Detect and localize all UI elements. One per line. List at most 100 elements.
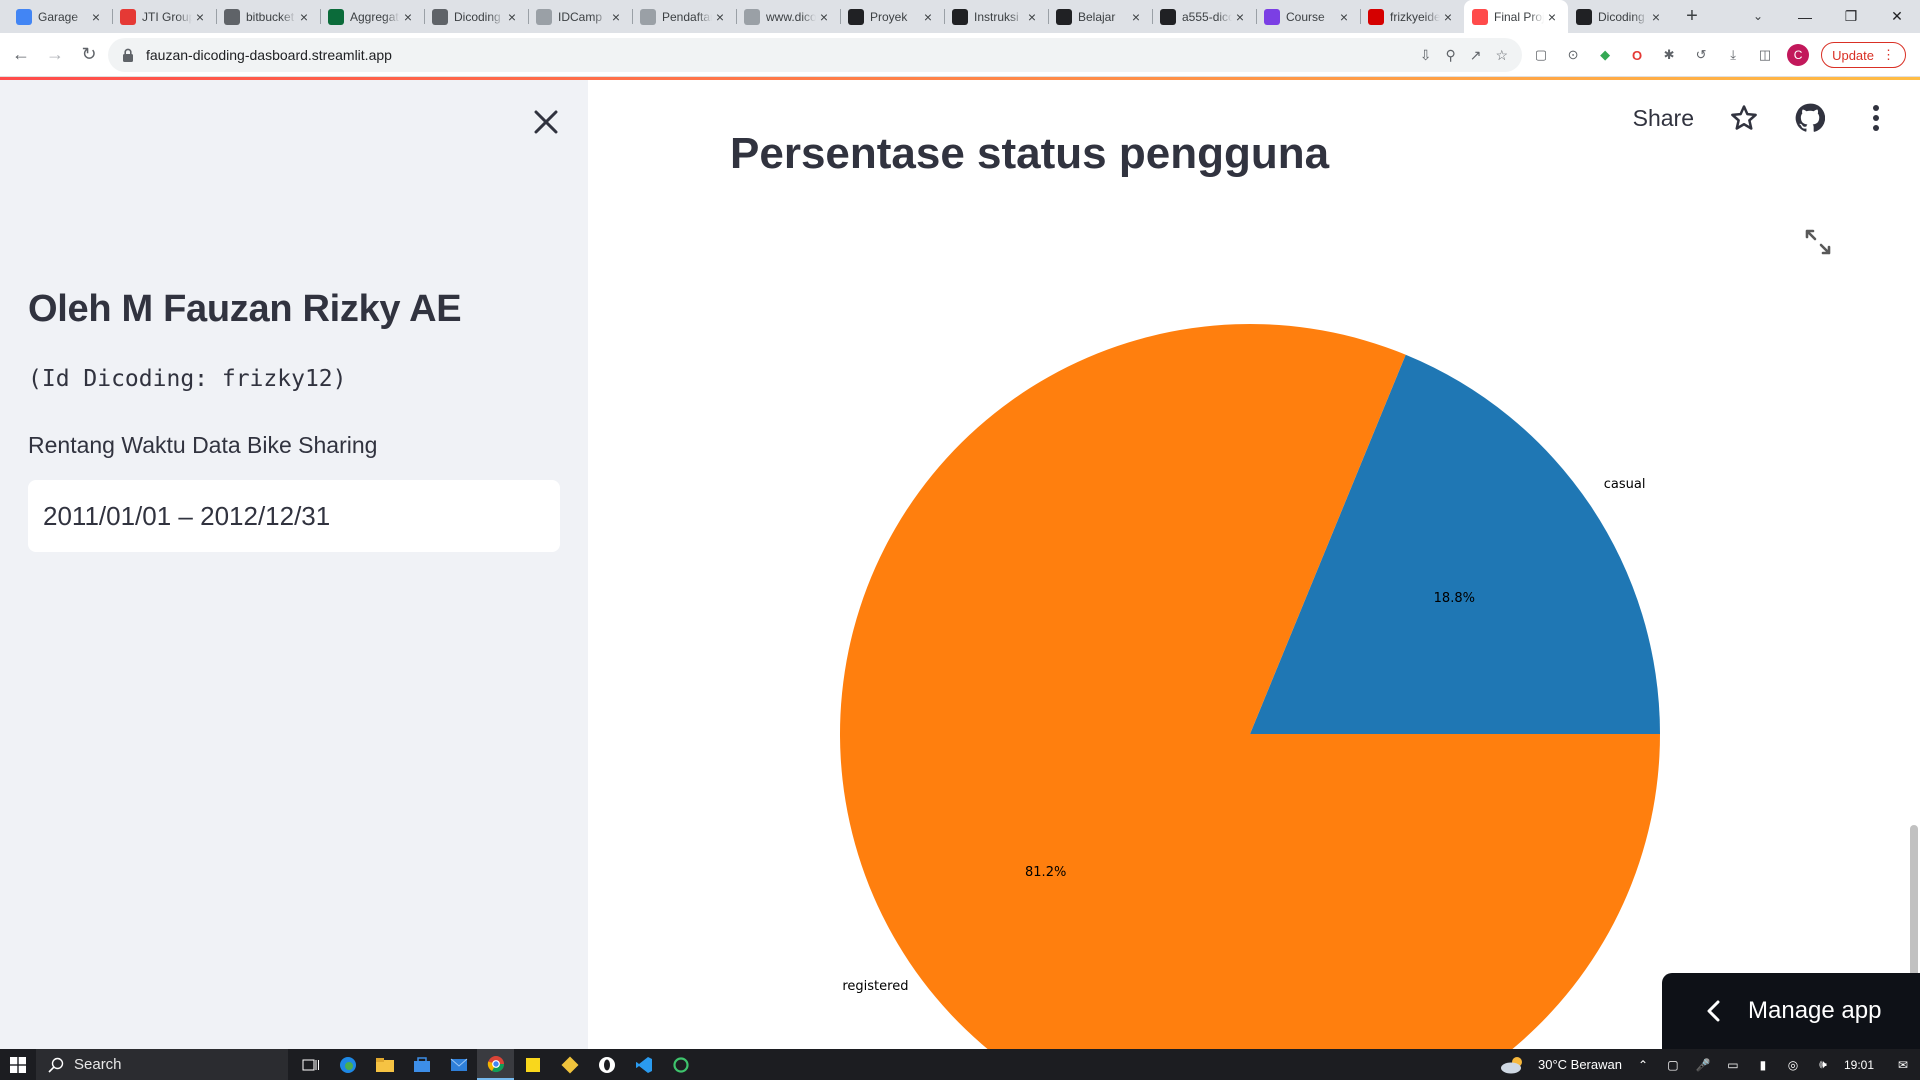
tray-app-icon[interactable]: ▢	[1667, 1057, 1679, 1072]
tab-close-icon[interactable]: ×	[923, 8, 933, 25]
volume-icon[interactable]: 🕪	[1819, 1057, 1827, 1071]
tab-close-icon[interactable]: ×	[195, 8, 205, 25]
tab[interactable]: IDCamp ×	[528, 0, 632, 33]
tab-title: Instruksi	[974, 9, 1019, 24]
tab[interactable]: Proyek ×	[840, 0, 944, 33]
tab-active[interactable]: Final Project×	[1464, 0, 1568, 33]
tab-close-icon[interactable]: ×	[1651, 8, 1661, 25]
update-button[interactable]: Update ⋮	[1821, 42, 1906, 68]
tab-close-icon[interactable]: ×	[819, 8, 829, 25]
reload-button[interactable]: ↻	[81, 44, 97, 64]
file-explorer-icon[interactable]	[366, 1049, 403, 1080]
weather-cloud-icon[interactable]	[1500, 1056, 1526, 1074]
notifications-icon[interactable]: ✉	[1897, 1057, 1909, 1072]
minimize-button[interactable]: —	[1798, 8, 1812, 25]
edge-icon[interactable]	[329, 1049, 366, 1080]
battery-icon[interactable]: ▮	[1759, 1057, 1767, 1072]
chrome-taskbar-icon[interactable]	[477, 1049, 514, 1080]
task-view-icon[interactable]	[292, 1049, 329, 1080]
tab-title: Garage	[38, 9, 79, 24]
page-scrollbar[interactable]	[1910, 80, 1920, 1049]
puzzle-extensions-icon[interactable]: ✱	[1663, 47, 1675, 62]
scrollbar-thumb[interactable]	[1910, 825, 1918, 1020]
chevron-up-icon[interactable]: ⌃	[1637, 1057, 1648, 1072]
share-button[interactable]: Share	[1632, 104, 1694, 131]
tab[interactable]: frizkyeiden×	[1360, 0, 1464, 33]
tab-close-icon[interactable]: ×	[507, 8, 517, 25]
tab[interactable]: Instruksi ×	[944, 0, 1048, 33]
fullscreen-icon[interactable]	[1804, 228, 1832, 256]
zoom-icon[interactable]: ⚲	[1445, 46, 1456, 63]
tab[interactable]: bitbucket ×	[216, 0, 320, 33]
tab-close-icon[interactable]: ×	[299, 8, 309, 25]
github-icon[interactable]	[1794, 102, 1826, 134]
windows-start-button[interactable]	[0, 1049, 36, 1080]
tab-title: a555-dicoding	[1182, 9, 1232, 24]
system-tray: 30°C Berawan ⌃ ▢ 🎤 ▭ ▮ ◎ 🕪 19:01 ✉	[1500, 1049, 1920, 1080]
tab[interactable]: Pendaftaran×	[632, 0, 736, 33]
tab-close-icon[interactable]: ×	[611, 8, 621, 25]
store-icon[interactable]	[403, 1049, 440, 1080]
back-button[interactable]: ←	[12, 44, 30, 64]
opera-taskbar-icon[interactable]	[588, 1049, 625, 1080]
windows-taskbar: Search 30°C Berawan ⌃ ▢ 🎤 ▭ ▮ ◎ 🕪 19:01 …	[0, 1049, 1920, 1080]
microphone-icon[interactable]: 🎤	[1695, 1057, 1711, 1072]
share-page-icon[interactable]: ↗	[1469, 46, 1482, 63]
tab-close-icon[interactable]: ×	[1027, 8, 1037, 25]
tab[interactable]: Dicoding ×	[424, 0, 528, 33]
main-menu-icon[interactable]	[1860, 102, 1892, 134]
address-bar[interactable]: fauzan-dicoding-dasboard.streamlit.app ⇩…	[108, 38, 1522, 72]
star-icon[interactable]	[1728, 102, 1760, 134]
mail-icon[interactable]	[440, 1049, 477, 1080]
tab[interactable]: Course ×	[1256, 0, 1360, 33]
extension-icon[interactable]: ▢	[1534, 47, 1548, 62]
tab[interactable]: Aggregate ×	[320, 0, 424, 33]
tab[interactable]: Dicoding ×	[1568, 0, 1672, 33]
close-window-button[interactable]: ✕	[1891, 8, 1903, 24]
tab-close-icon[interactable]: ×	[403, 8, 413, 25]
extension-icon[interactable]: ⊙	[1567, 47, 1579, 62]
opera-extension-icon[interactable]: O	[1632, 47, 1643, 63]
wifi-icon[interactable]: ◎	[1787, 1057, 1799, 1072]
date-range-input[interactable]: 2011/01/01 – 2012/12/31	[28, 480, 560, 552]
tab-list: Garage × JTI Group × bitbucket × Aggregate × Dic…	[0, 0, 1706, 33]
side-panel-icon[interactable]: ◫	[1758, 47, 1772, 62]
taskbar-search-box[interactable]: Search	[36, 1049, 288, 1080]
display-icon[interactable]: ▭	[1727, 1057, 1739, 1072]
tab[interactable]: Garage ×	[8, 0, 112, 33]
tab-search-chevron-icon[interactable]: ⌄	[1752, 9, 1764, 23]
tab-close-icon[interactable]: ×	[1547, 8, 1557, 25]
vscode-icon[interactable]	[625, 1049, 662, 1080]
tab-title: JTI Group	[142, 9, 192, 24]
forward-button[interactable]: →	[46, 44, 64, 64]
git-icon[interactable]	[551, 1049, 588, 1080]
tab-close-icon[interactable]: ×	[1235, 8, 1245, 25]
clock-time[interactable]: 19:01	[1843, 1057, 1874, 1072]
tab-close-icon[interactable]: ×	[1443, 8, 1453, 25]
sticky-notes-icon[interactable]	[514, 1049, 551, 1080]
address-bar-actions: ⇩ ⚲ ↗ ☆	[1420, 38, 1508, 72]
downloads-icon[interactable]: ⤓	[1730, 47, 1736, 62]
new-tab-button[interactable]: +	[1686, 5, 1698, 27]
tab-close-icon[interactable]: ×	[1339, 8, 1349, 25]
restore-button[interactable]: ❐	[1844, 8, 1858, 24]
profile-avatar[interactable]: C	[1787, 44, 1810, 66]
install-app-icon[interactable]: ⇩	[1419, 46, 1432, 63]
manage-app-button[interactable]: Manage app	[1662, 973, 1920, 1049]
app-icon[interactable]	[662, 1049, 699, 1080]
tab-title: Final Project	[1494, 9, 1544, 24]
tab-close-icon[interactable]: ×	[715, 8, 725, 25]
bookmark-star-icon[interactable]: ☆	[1495, 46, 1508, 63]
favicon-icon	[744, 8, 760, 25]
tab[interactable]: Belajar ×	[1048, 0, 1152, 33]
tab-close-icon[interactable]: ×	[91, 8, 101, 25]
tab[interactable]: www.dicoding×	[736, 0, 840, 33]
weather-text[interactable]: 30°C Berawan	[1538, 1057, 1622, 1072]
close-sidebar-icon[interactable]	[530, 106, 562, 138]
extension-icon[interactable]: ◆	[1600, 47, 1611, 62]
extension-icon[interactable]: ↺	[1695, 47, 1707, 62]
date-range-label: Rentang Waktu Data Bike Sharing	[28, 432, 378, 458]
tab[interactable]: a555-dicoding×	[1152, 0, 1256, 33]
tab[interactable]: JTI Group ×	[112, 0, 216, 33]
tab-close-icon[interactable]: ×	[1131, 8, 1141, 25]
